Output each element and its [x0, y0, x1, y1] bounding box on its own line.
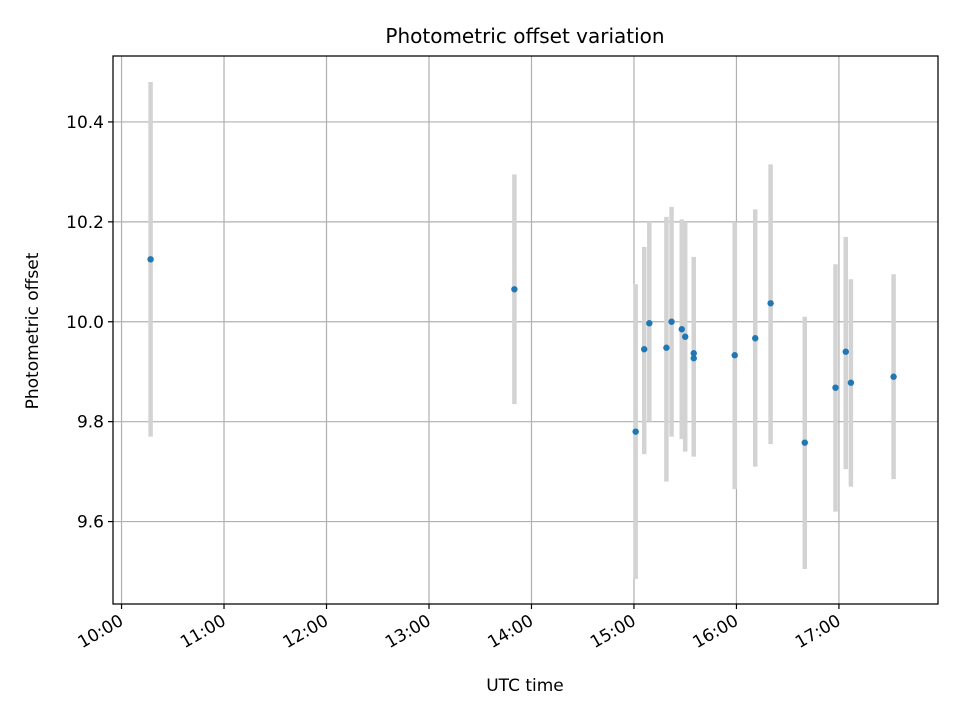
data-point [663, 344, 670, 351]
data-point [690, 350, 697, 357]
y-tick-label: 9.8 [77, 413, 104, 433]
data-point [641, 346, 648, 353]
data-point [668, 318, 675, 325]
x-axis-label: UTC time [486, 676, 564, 696]
data-point [646, 320, 653, 327]
data-point [842, 348, 849, 355]
data-point [847, 379, 855, 386]
data-point [690, 355, 697, 362]
data-point [801, 439, 808, 446]
data-point [731, 352, 738, 359]
y-axis-label: Photometric offset [23, 252, 43, 409]
chart-title: Photometric offset variation [385, 24, 664, 48]
data-point [511, 286, 518, 293]
data-point [752, 335, 759, 342]
data-points [147, 256, 897, 446]
data-point [767, 300, 774, 307]
y-tick-label: 10.4 [66, 113, 104, 133]
data-point [890, 373, 897, 380]
y-tick-label: 9.6 [77, 513, 104, 533]
data-point [832, 384, 839, 391]
y-tick-label: 10.0 [66, 313, 104, 333]
y-tick-label: 10.2 [66, 213, 104, 233]
data-point [147, 256, 154, 263]
data-point [632, 428, 639, 435]
data-point [682, 333, 689, 340]
plot-frame [112, 55, 939, 605]
data-point [678, 326, 685, 333]
